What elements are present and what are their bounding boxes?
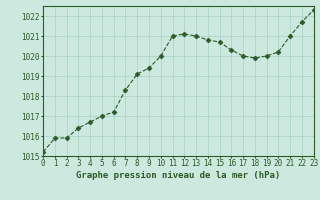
X-axis label: Graphe pression niveau de la mer (hPa): Graphe pression niveau de la mer (hPa) bbox=[76, 171, 281, 180]
